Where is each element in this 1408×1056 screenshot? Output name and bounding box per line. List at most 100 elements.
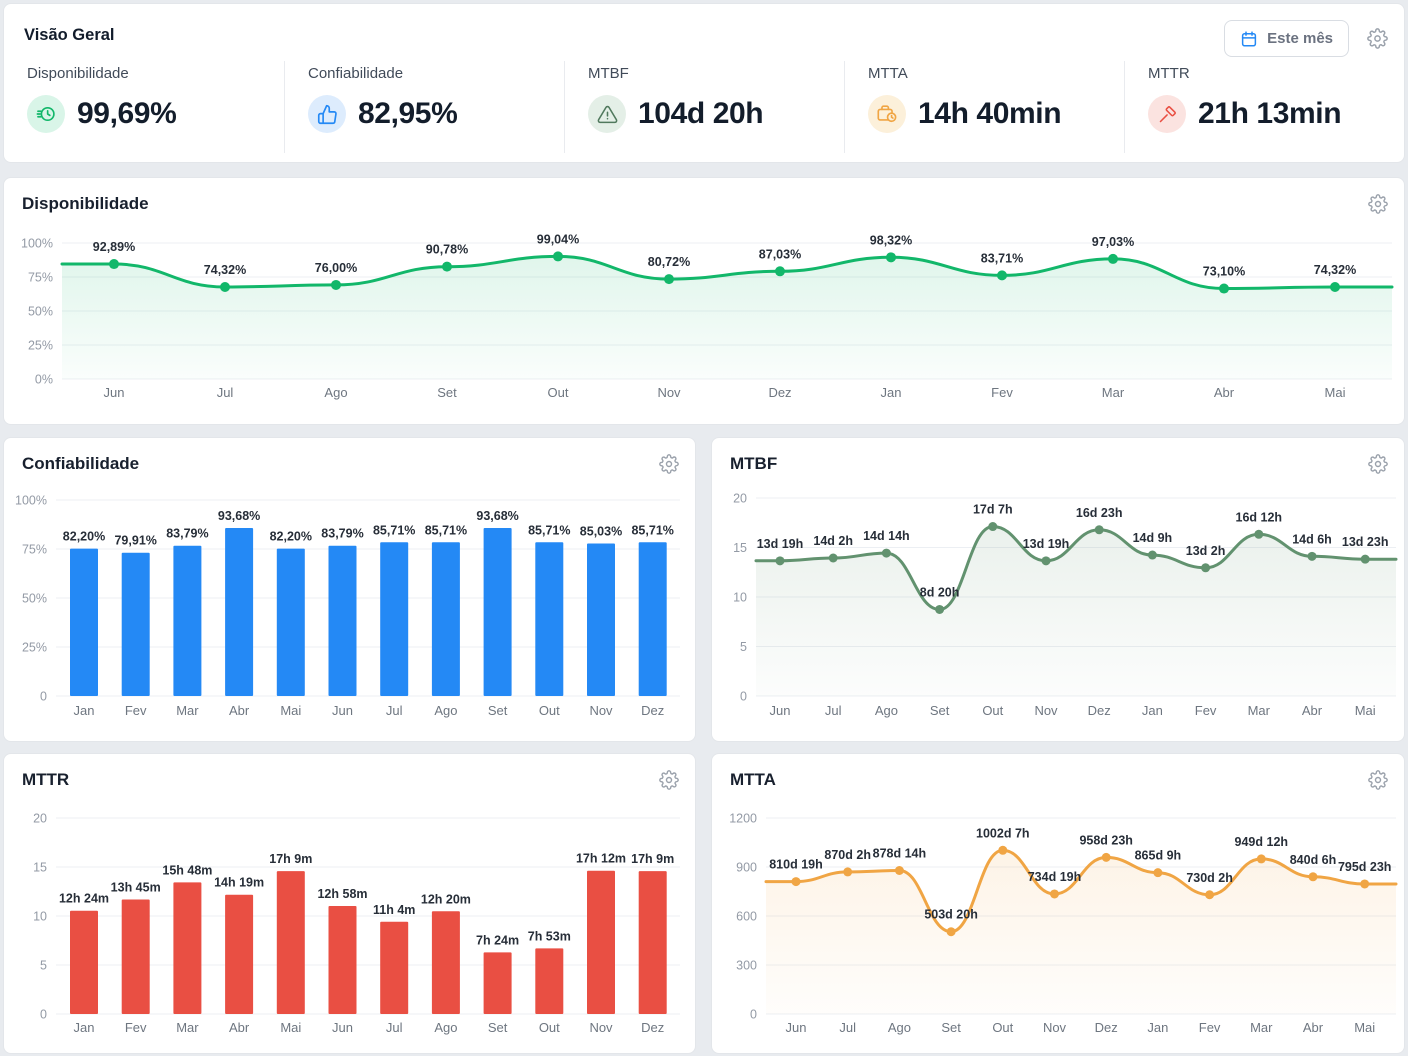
x-axis-tick: Mar — [1250, 1020, 1273, 1035]
mttr-bar-Out[interactable] — [535, 948, 564, 1014]
x-axis-tick: Fev — [125, 1020, 147, 1035]
gear-icon[interactable] — [1368, 770, 1388, 790]
mtta-point-Jul[interactable] — [843, 867, 853, 877]
mttr-bar-Mar[interactable] — [173, 882, 202, 1014]
disponibilidade-point-Fev[interactable] — [997, 270, 1007, 281]
disponibilidade-point-Jan[interactable] — [886, 252, 896, 263]
mtta-point-Ago[interactable] — [894, 865, 904, 875]
mtta-point-Jun[interactable] — [791, 877, 801, 887]
data-label: 12h 24m — [59, 892, 109, 906]
mtta-point-Set[interactable] — [946, 927, 956, 937]
disponibilidade-point-Jul[interactable] — [220, 282, 230, 293]
mtta-point-Dez[interactable] — [1101, 852, 1111, 862]
calendar-icon — [1240, 30, 1258, 48]
data-label: 14d 9h — [1133, 531, 1173, 545]
kpi-mtta: MTTA 14h 40min — [844, 61, 1124, 153]
disponibilidade-point-Nov[interactable] — [664, 274, 674, 285]
mtbf-point-Set[interactable] — [935, 604, 945, 614]
data-label: 73,10% — [1203, 265, 1245, 279]
x-axis-tick: Out — [982, 703, 1003, 718]
mtbf-point-Jun[interactable] — [775, 556, 785, 566]
kpi-row: Disponibilidade 99,69% Confiabilidade — [4, 61, 1404, 153]
disponibilidade-point-Out[interactable] — [553, 251, 563, 262]
mtta-point-Fev[interactable] — [1205, 890, 1215, 900]
disponibilidade-point-Ago[interactable] — [331, 279, 341, 290]
x-axis-tick: Mai — [1354, 1020, 1375, 1035]
y-axis-tick: 20 — [33, 812, 47, 826]
mttr-bar-Nov[interactable] — [587, 870, 615, 1014]
data-label: 13d 19h — [757, 537, 804, 551]
thumbs-up-icon — [308, 95, 346, 133]
mtbf-point-Fev[interactable] — [1201, 563, 1211, 573]
mttr-bar-Set[interactable] — [483, 952, 512, 1014]
confiabilidade-bar-Set[interactable] — [483, 527, 512, 696]
y-axis-tick: 900 — [736, 861, 757, 875]
x-axis-tick: Mai — [1355, 703, 1376, 718]
mtbf-point-Jul[interactable] — [828, 553, 838, 563]
data-label: 949d 12h — [1235, 835, 1289, 849]
mtta-point-Out[interactable] — [998, 845, 1008, 855]
confiabilidade-card: Confiabilidade 100% 75% 50% 25% 0 Jan Fev Mar Ab… — [3, 437, 696, 742]
x-axis-tick: Out — [992, 1020, 1013, 1035]
y-axis-tick: 75% — [28, 271, 53, 285]
gear-icon[interactable] — [1368, 194, 1388, 214]
settings-gear-icon[interactable] — [1367, 28, 1388, 49]
mtta-point-Abr[interactable] — [1308, 872, 1318, 882]
mttr-bar-Ago[interactable] — [431, 911, 460, 1014]
gear-icon[interactable] — [659, 770, 679, 790]
disponibilidade-point-Set[interactable] — [442, 261, 452, 272]
mttr-bar-Abr[interactable] — [225, 894, 254, 1014]
disponibilidade-point-Abr[interactable] — [1219, 283, 1229, 294]
confiabilidade-bar-Mai[interactable] — [276, 548, 305, 696]
data-label: 17d 7h — [973, 503, 1013, 517]
confiabilidade-bar-Nov[interactable] — [587, 543, 615, 696]
mtbf-point-Jan[interactable] — [1147, 550, 1157, 560]
mttr-bar-Jan[interactable] — [70, 910, 98, 1014]
mtbf-point-Out[interactable] — [988, 522, 998, 532]
confiabilidade-bar-Ago[interactable] — [431, 542, 460, 696]
x-axis-tick: Nov — [657, 385, 681, 400]
mttr-bar-Dez[interactable] — [638, 871, 667, 1014]
mtbf-point-Dez[interactable] — [1094, 525, 1104, 535]
mtbf-point-Mai[interactable] — [1360, 554, 1370, 564]
confiabilidade-bar-Out[interactable] — [535, 542, 564, 696]
gear-icon[interactable] — [659, 454, 679, 474]
mtta-point-Nov[interactable] — [1050, 889, 1059, 899]
kpi-label: Disponibilidade — [27, 65, 129, 82]
x-axis-tick: Set — [488, 703, 508, 718]
kpi-mttr: MTTR 21h 13min — [1124, 61, 1404, 153]
mtbf-plot: 20 15 10 5 0 Jun Jul Ago Set Out Nov Dez Jan Fev Mar Ab… — [733, 492, 1398, 718]
confiabilidade-bar-Mar[interactable] — [173, 545, 202, 696]
confiabilidade-bar-Jun[interactable] — [328, 545, 357, 696]
mttr-bar-Mai[interactable] — [276, 871, 305, 1014]
disponibilidade-point-Jun[interactable] — [109, 259, 119, 270]
mtta-point-Mai[interactable] — [1360, 879, 1370, 889]
disponibilidade-card: Disponibilidade 100% 75% 50% 25% 0% Jun Jul Ago… — [3, 177, 1405, 425]
mtbf-point-Nov[interactable] — [1041, 556, 1051, 566]
x-axis-tick: Dez — [768, 385, 791, 400]
gear-icon[interactable] — [1368, 454, 1388, 474]
data-label: 82,20% — [63, 530, 105, 544]
disponibilidade-point-Dez[interactable] — [775, 266, 785, 277]
confiabilidade-bar-Jul[interactable] — [380, 542, 409, 696]
briefcase-clock-icon — [868, 95, 906, 133]
x-axis-tick: Jul — [839, 1020, 856, 1035]
mttr-bar-Fev[interactable] — [121, 899, 150, 1014]
confiabilidade-bar-Fev[interactable] — [121, 552, 150, 696]
mttr-bar-Jul[interactable] — [380, 921, 409, 1014]
mttr-bar-Jun[interactable] — [328, 905, 357, 1014]
confiabilidade-bar-Abr[interactable] — [225, 527, 254, 696]
header-actions: Este mês — [1224, 20, 1388, 57]
mtbf-point-Abr[interactable] — [1307, 551, 1317, 561]
mtta-point-Mar[interactable] — [1256, 854, 1266, 864]
mtbf-point-Mar[interactable] — [1254, 529, 1264, 539]
confiabilidade-bar-Dez[interactable] — [638, 542, 667, 696]
mtbf-point-Ago[interactable] — [881, 548, 891, 558]
period-filter-button[interactable]: Este mês — [1224, 20, 1349, 57]
data-label: 840d 6h — [1290, 853, 1337, 867]
disponibilidade-point-Mar[interactable] — [1108, 253, 1118, 264]
x-axis-tick: Jun — [332, 1020, 353, 1035]
mtta-point-Jan[interactable] — [1153, 868, 1163, 878]
confiabilidade-bar-Jan[interactable] — [70, 548, 98, 696]
disponibilidade-point-Mai[interactable] — [1330, 282, 1340, 293]
